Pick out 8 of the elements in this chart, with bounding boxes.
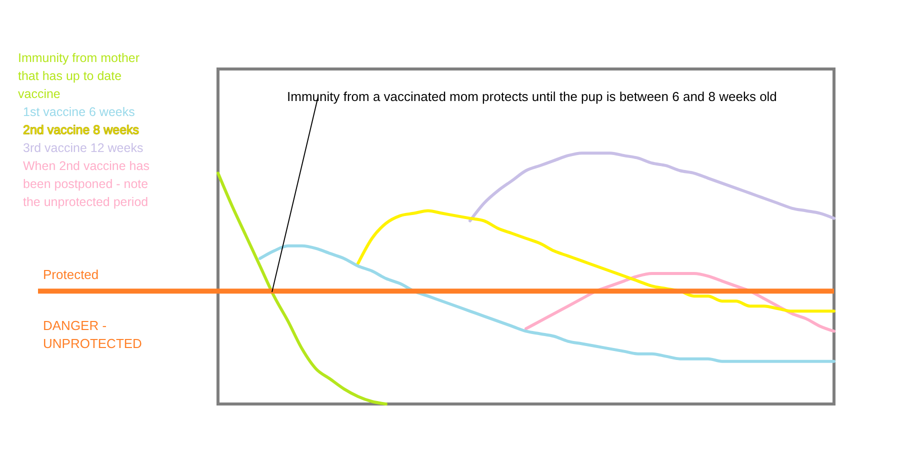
text: When 2nd vaccine has been postponed - note the unprotected period [23, 158, 150, 211]
text: DANGER - UNPROTECTED [43, 317, 143, 353]
text: 1st vaccine 6 weeks [23, 104, 136, 121]
text: Immunity from mother that has up to date vaccine [18, 50, 141, 103]
ref-line-label: Protected [43, 267, 99, 282]
text: 3rd vaccine 12 weeks [23, 140, 144, 157]
text: Immunity from a vaccinated mom protects until the pup is between 6 and 8 weeks old [287, 89, 777, 104]
text: 2nd vaccine 8 weeks [23, 122, 140, 139]
